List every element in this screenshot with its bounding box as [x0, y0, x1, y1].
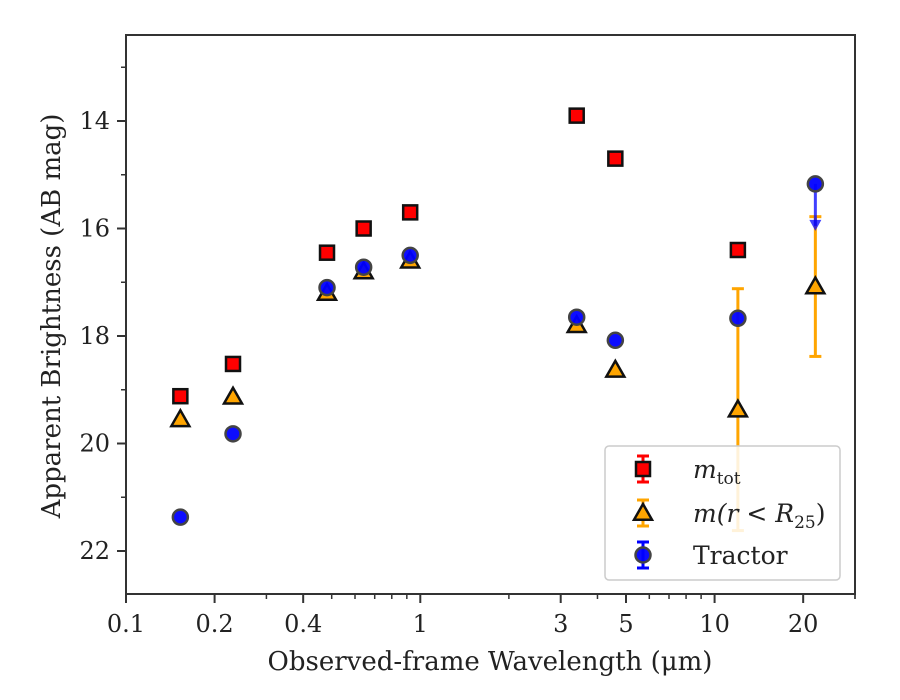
legend-marker — [631, 501, 655, 521]
y-tick-label: 18 — [79, 322, 110, 350]
series-square — [172, 107, 747, 405]
data-point — [729, 241, 747, 259]
data-point — [606, 331, 625, 350]
data-point — [804, 275, 827, 295]
upper-limit-arrowhead — [809, 219, 822, 231]
legend-box — [604, 445, 841, 581]
data-point — [354, 258, 373, 276]
x-tick-label: 0.4 — [284, 610, 322, 638]
x-tick-label: 0.2 — [196, 610, 234, 638]
x-tick-label: 5 — [618, 610, 633, 638]
data-point — [568, 107, 585, 124]
x-tick-label: 10 — [699, 610, 730, 638]
y-tick-label: 14 — [79, 107, 110, 135]
legend-marker — [634, 546, 652, 564]
legend-label: Tractor — [693, 541, 788, 570]
legend-label: m(r < R25) — [693, 499, 825, 533]
data-point — [726, 398, 750, 418]
data-point — [224, 355, 242, 373]
data-point — [318, 278, 336, 297]
data-point — [355, 220, 372, 237]
data-point — [607, 150, 624, 167]
data-point — [806, 175, 825, 193]
data-point — [221, 385, 245, 405]
data-point — [172, 387, 189, 405]
data-point — [224, 425, 242, 443]
y-tick-label: 22 — [79, 537, 110, 565]
data-point — [401, 246, 419, 265]
x-tick-label: 20 — [788, 610, 819, 638]
series-circle — [171, 175, 825, 526]
y-tick-label: 16 — [79, 215, 110, 243]
y-tick-label: 20 — [79, 430, 110, 458]
legend: mtot m(r < R25) Tractor — [604, 445, 841, 581]
y-axis-label: Apparent Brightness (AB mag) — [37, 114, 67, 520]
x-tick-label: 1 — [413, 610, 428, 638]
y-axis: 14 16 18 20 22 — [79, 66, 126, 565]
x-tick-label: 0.1 — [107, 610, 145, 638]
legend-marker — [634, 460, 652, 478]
x-axis: 0.1 0.2 0.4 1 3 5 10 20 — [107, 594, 856, 638]
data-point — [401, 204, 419, 221]
x-axis-label: Observed-frame Wavelength (μm) — [268, 647, 713, 677]
legend-label: mtot — [693, 455, 741, 489]
x-tick-label: 3 — [553, 610, 568, 638]
data-point — [171, 508, 190, 526]
data-point — [729, 309, 747, 328]
data-point — [604, 358, 627, 378]
data-point — [169, 407, 192, 428]
data-point — [567, 308, 586, 326]
data-point — [318, 244, 336, 261]
